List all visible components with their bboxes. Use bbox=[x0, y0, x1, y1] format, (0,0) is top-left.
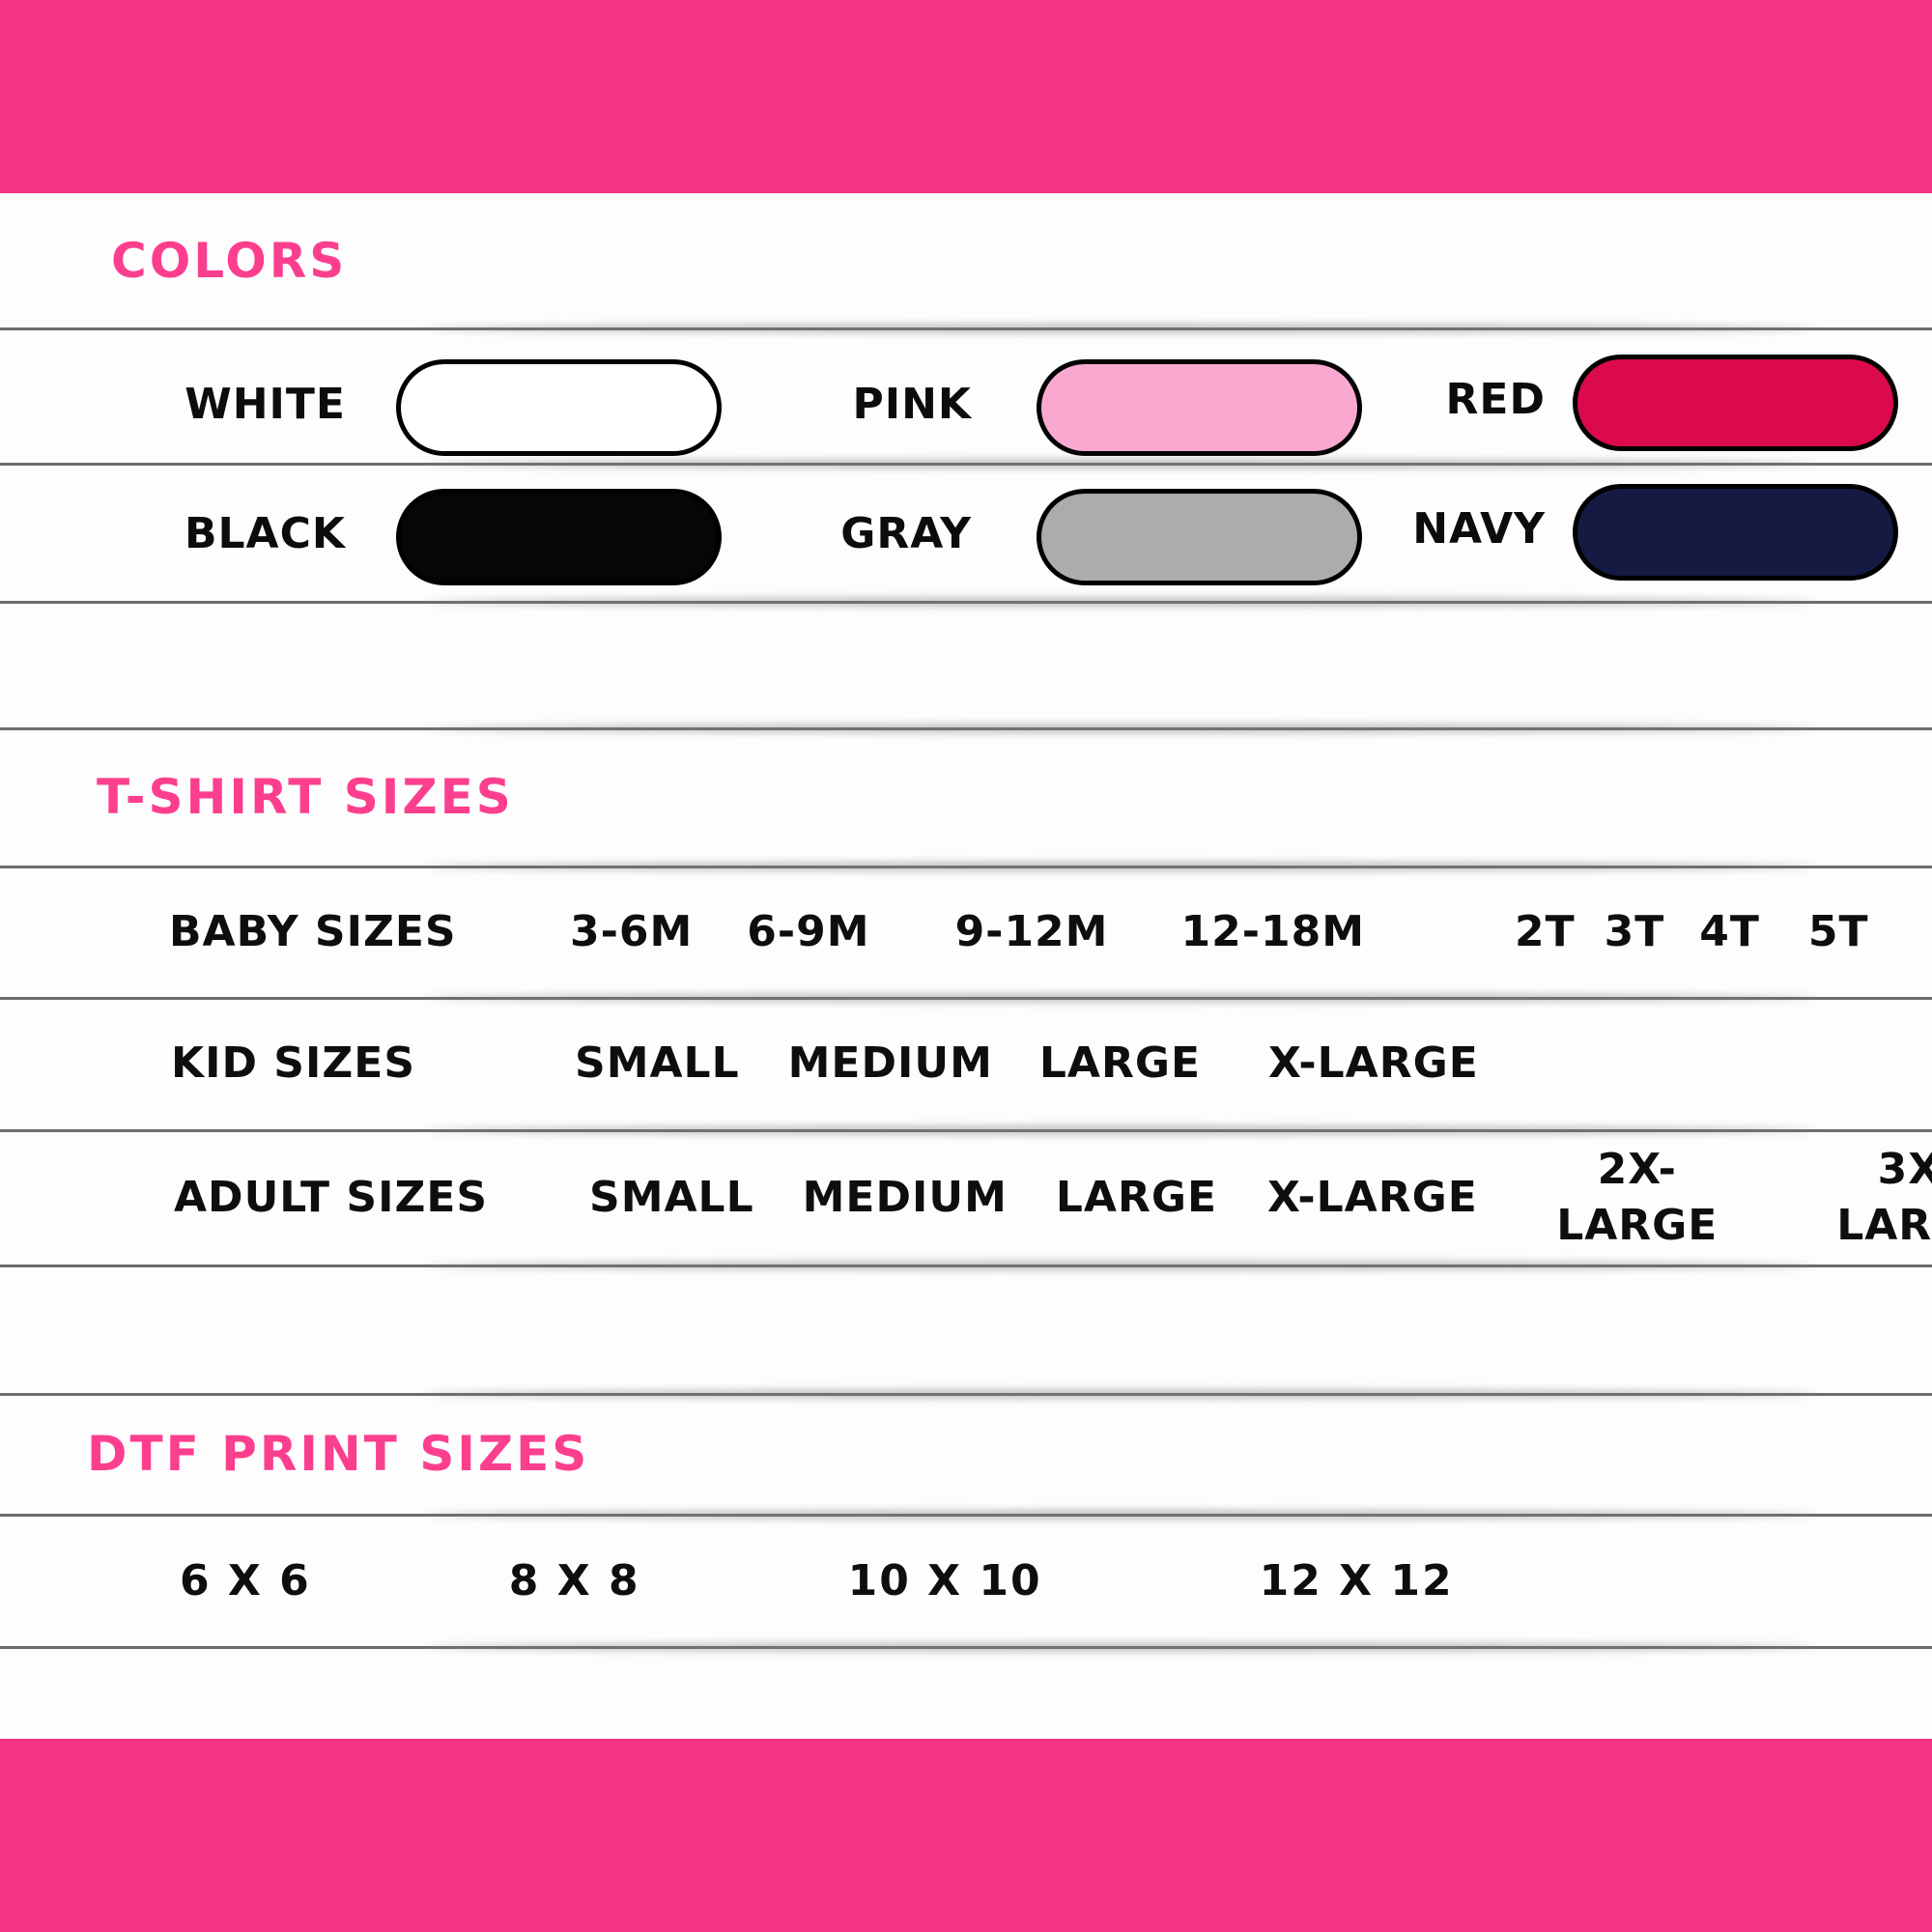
color-swatch-gray bbox=[1037, 489, 1362, 585]
size-value: 6-9M bbox=[747, 907, 870, 956]
size-value: 3X-LARGE bbox=[1836, 1145, 1932, 1250]
size-value: MEDIUM bbox=[802, 1173, 1008, 1222]
size-value: 2X-LARGE bbox=[1556, 1145, 1719, 1250]
divider bbox=[0, 601, 1932, 604]
tshirt-section-title: T-SHIRT SIZES bbox=[97, 768, 514, 825]
size-value: X-LARGE bbox=[1268, 1038, 1479, 1088]
divider bbox=[0, 1264, 1932, 1267]
kid-sizes-row: KID SIZES SMALL MEDIUM LARGE X-LARGE bbox=[0, 1000, 1932, 1126]
size-value: SMALL bbox=[589, 1173, 754, 1222]
colors-section-title: COLORS bbox=[111, 232, 348, 289]
size-value: MEDIUM bbox=[787, 1038, 993, 1088]
size-value: LARGE bbox=[1055, 1173, 1218, 1222]
swatch-label-pink: PINK bbox=[852, 380, 972, 429]
dtf-size-value: 6 X 6 bbox=[180, 1555, 311, 1605]
divider bbox=[0, 463, 1932, 466]
color-swatch-black bbox=[396, 489, 722, 585]
kid-sizes-label: KID SIZES bbox=[171, 1038, 416, 1088]
divider bbox=[0, 1129, 1932, 1132]
dtf-sizes-row: 6 X 6 8 X 8 10 X 10 12 X 12 bbox=[0, 1517, 1932, 1644]
dtf-section-title: DTF PRINT SIZES bbox=[87, 1425, 590, 1482]
size-value: LARGE bbox=[1038, 1038, 1202, 1088]
tshirt-title-row: T-SHIRT SIZES bbox=[0, 729, 1932, 864]
size-value: X-LARGE bbox=[1267, 1173, 1478, 1222]
swatch-label-red: RED bbox=[1445, 375, 1546, 424]
color-row-1: WHITE PINK RED bbox=[0, 329, 1932, 463]
color-row-2: BLACK GRAY NAVY bbox=[0, 465, 1932, 601]
size-value: 12-18M bbox=[1180, 907, 1365, 956]
size-value: 5T bbox=[1807, 907, 1869, 956]
colors-title-row: COLORS bbox=[0, 193, 1932, 327]
swatch-label-black: BLACK bbox=[184, 509, 346, 558]
swatch-label-gray: GRAY bbox=[840, 509, 972, 558]
size-value: SMALL bbox=[575, 1038, 740, 1088]
dtf-title-row: DTF PRINT SIZES bbox=[0, 1395, 1932, 1512]
dtf-size-value: 8 X 8 bbox=[508, 1555, 640, 1605]
top-pink-band bbox=[0, 0, 1932, 193]
size-value: 2T bbox=[1514, 907, 1576, 956]
size-value: 3T bbox=[1604, 907, 1665, 956]
color-swatch-red bbox=[1573, 355, 1898, 451]
swatch-label-navy: NAVY bbox=[1412, 504, 1546, 554]
divider bbox=[0, 997, 1932, 1000]
swatch-label-white: WHITE bbox=[185, 380, 346, 429]
color-swatch-pink bbox=[1037, 359, 1362, 456]
size-value: 4T bbox=[1699, 907, 1760, 956]
bottom-pink-band bbox=[0, 1739, 1932, 1932]
divider bbox=[0, 866, 1932, 868]
divider bbox=[0, 1393, 1932, 1396]
adult-sizes-row: ADULT SIZES SMALL MEDIUM LARGE X-LARGE 2… bbox=[0, 1132, 1932, 1263]
size-value: 3-6M bbox=[570, 907, 694, 956]
dtf-size-value: 10 X 10 bbox=[847, 1555, 1042, 1605]
adult-sizes-label: ADULT SIZES bbox=[174, 1173, 489, 1222]
divider bbox=[0, 1646, 1932, 1649]
color-swatch-white bbox=[396, 359, 722, 456]
divider bbox=[0, 327, 1932, 330]
dtf-size-value: 12 X 12 bbox=[1259, 1555, 1454, 1605]
size-value: 9-12M bbox=[954, 907, 1109, 956]
divider bbox=[0, 1514, 1932, 1517]
color-swatch-navy bbox=[1573, 484, 1898, 581]
baby-sizes-label: BABY SIZES bbox=[169, 907, 457, 956]
baby-sizes-row: BABY SIZES 3-6M 6-9M 9-12M 12-18M 2T 3T … bbox=[0, 868, 1932, 995]
divider bbox=[0, 727, 1932, 730]
